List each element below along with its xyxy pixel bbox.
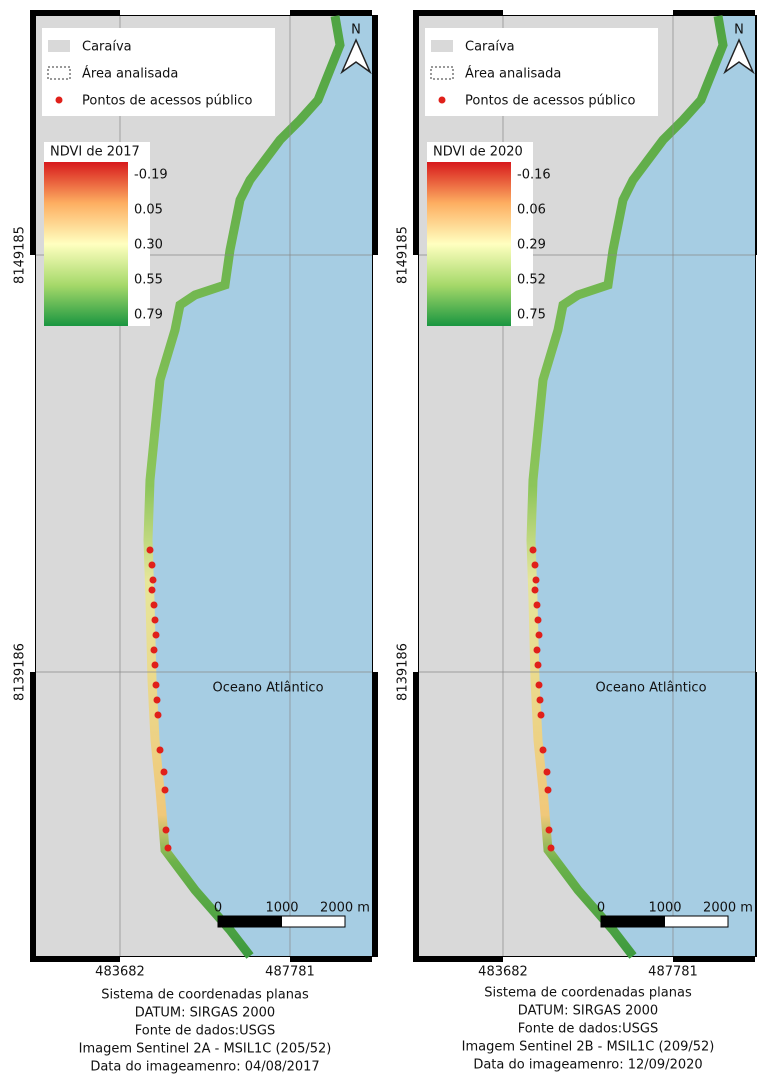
access-point — [151, 647, 158, 654]
access-point — [165, 845, 172, 852]
legend-label: Pontos de acessos público — [82, 94, 253, 109]
legend-label: Área analisada — [465, 66, 561, 82]
caption-line: DATUM: SIRGAS 2000 — [135, 1006, 275, 1021]
caption-line: Fonte de dados:USGS — [518, 1022, 659, 1037]
north-label: N — [734, 23, 744, 38]
ndvi-label: 0.79 — [134, 308, 163, 323]
grid-y-label: 8139186 — [396, 643, 411, 701]
access-point — [533, 577, 540, 584]
scale-label: 0 — [597, 901, 605, 916]
ndvi-label: 0.29 — [517, 238, 546, 253]
caption-line: DATUM: SIRGAS 2000 — [518, 1004, 658, 1019]
caption-line: Imagem Sentinel 2A - MSIL1C (205/52) — [79, 1042, 332, 1057]
ndvi-label: 0.52 — [517, 273, 546, 288]
scale-label: 2000 m — [703, 901, 753, 916]
frame-segment — [413, 255, 418, 672]
legend-label: Caraíva — [82, 40, 132, 55]
ndvi-ramp — [44, 162, 128, 326]
access-point — [152, 662, 159, 669]
scale-label: 0 — [214, 901, 222, 916]
scale-label: 2000 m — [320, 901, 370, 916]
page: Caraíva Área analisada Pontos de acessos p… — [0, 0, 757, 1080]
access-point — [155, 712, 162, 719]
access-point — [151, 602, 158, 609]
scale-bar — [601, 916, 665, 927]
access-point — [161, 769, 168, 776]
access-point — [163, 827, 170, 834]
ndvi-title: NDVI de 2020 — [433, 145, 523, 160]
access-point — [534, 647, 541, 654]
legend-label: Pontos de acessos público — [465, 94, 636, 109]
frame-segment — [120, 957, 290, 962]
caption-line: Imagem Sentinel 2B - MSIL1C (209/52) — [462, 1040, 715, 1055]
caption-line: Sistema de coordenadas planas — [101, 988, 309, 1003]
ndvi-label: -0.16 — [517, 168, 551, 183]
ndvi-label: 0.05 — [134, 203, 163, 218]
grid-x-label: 483682 — [95, 965, 145, 980]
grid-x-label: 487781 — [648, 965, 698, 980]
access-point — [544, 769, 551, 776]
caption-line: Fonte de dados:USGS — [135, 1024, 276, 1039]
legend-label: Caraíva — [465, 40, 515, 55]
frame-segment — [503, 957, 673, 962]
access-point — [152, 617, 159, 624]
ocean-label: Oceano Atlântico — [212, 681, 323, 696]
ndvi-label: 0.06 — [517, 203, 546, 218]
caption-line: Sistema de coordenadas planas — [484, 986, 692, 1001]
frame-segment — [373, 255, 378, 672]
access-point — [536, 632, 543, 639]
legend-swatch — [439, 97, 446, 104]
access-point — [534, 602, 541, 609]
ndvi-label: 0.55 — [134, 273, 163, 288]
access-point — [535, 617, 542, 624]
legend-label: Área analisada — [82, 66, 178, 82]
grid-y-label: 8149185 — [396, 226, 411, 284]
access-point — [538, 712, 545, 719]
ndvi-label: -0.19 — [134, 168, 168, 183]
access-point — [540, 747, 547, 754]
access-point — [537, 697, 544, 704]
grid-x-label: 483682 — [478, 965, 528, 980]
scale-label: 1000 — [265, 901, 298, 916]
legend-swatch — [48, 40, 70, 52]
caption-line: Data do imageamenro: 12/09/2020 — [473, 1058, 702, 1073]
caption-line: Data do imageamenro: 04/08/2017 — [90, 1060, 319, 1075]
legend-swatch — [431, 40, 453, 52]
grid-y-label: 8139186 — [13, 643, 28, 701]
frame-segment — [503, 10, 673, 15]
access-point — [532, 562, 539, 569]
access-point — [162, 787, 169, 794]
access-point — [150, 577, 157, 584]
access-point — [535, 662, 542, 669]
ocean-label: Oceano Atlântico — [595, 681, 706, 696]
grid-y-label: 8149185 — [13, 226, 28, 284]
access-point — [530, 547, 537, 554]
access-point — [147, 547, 154, 554]
ndvi-title: NDVI de 2017 — [50, 145, 140, 160]
access-point — [546, 827, 553, 834]
access-point — [532, 587, 539, 594]
ndvi-ramp — [427, 162, 511, 326]
scale-label: 1000 — [648, 901, 681, 916]
figure: Caraíva Área analisada Pontos de acessos p… — [0, 0, 757, 1080]
frame-segment — [30, 255, 35, 672]
ndvi-label: 0.30 — [134, 238, 163, 253]
frame-segment — [120, 10, 290, 15]
access-point — [149, 562, 156, 569]
access-point — [545, 787, 552, 794]
access-point — [157, 747, 164, 754]
grid-x-label: 487781 — [265, 965, 315, 980]
ndvi-label: 0.75 — [517, 308, 546, 323]
scale-bar — [218, 916, 282, 927]
access-point — [149, 587, 156, 594]
access-point — [154, 697, 161, 704]
access-point — [153, 682, 160, 689]
access-point — [536, 682, 543, 689]
map-panel: Caraíva Área analisada Pontos de acessos p… — [396, 10, 757, 1073]
access-point — [153, 632, 160, 639]
legend-swatch — [56, 97, 63, 104]
access-point — [548, 845, 555, 852]
north-label: N — [351, 23, 361, 38]
